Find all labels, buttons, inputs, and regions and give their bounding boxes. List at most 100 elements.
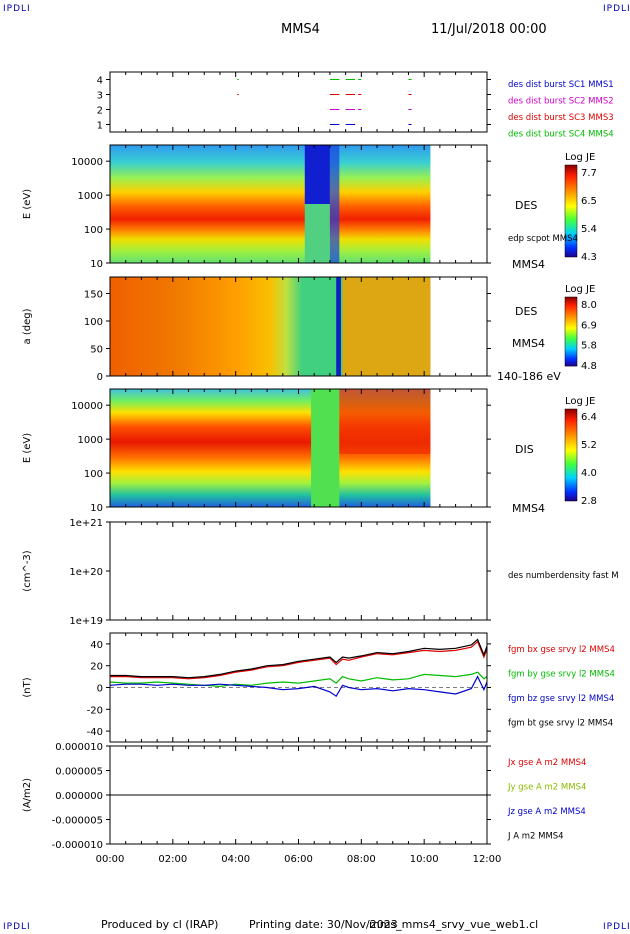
- x-tick-label: 04:00: [221, 854, 250, 865]
- colorbar-tick-label: 4.0: [581, 468, 597, 479]
- x-tick-label: 08:00: [347, 854, 376, 865]
- colorbar-title: Log JE: [565, 152, 595, 163]
- low-flux-region: [304, 204, 330, 263]
- corner-label-bottom-right: IPDLI: [603, 922, 630, 932]
- colorbar-tick-label: 6.9: [581, 320, 597, 331]
- y-tick-label: 1e+21: [69, 518, 103, 529]
- corner-label-top-right: IPDLI: [603, 4, 630, 14]
- y-tick-label: 1000: [78, 191, 103, 202]
- y-tick-label: 2: [97, 106, 103, 117]
- y-tick-label: 3: [97, 91, 103, 102]
- colorbar-tick-label: 4.3: [581, 252, 597, 263]
- y-tick-label: 20: [90, 662, 103, 673]
- series-line: [110, 640, 488, 680]
- y-tick-label: -20: [87, 705, 103, 716]
- y-tick-label: 4: [97, 76, 103, 87]
- legend-entry: fgm bx gse srvy l2 MMS4: [508, 645, 615, 655]
- panel-right-label: DIS: [515, 443, 534, 456]
- y-tick-label: 10: [90, 503, 103, 514]
- x-tick-label: 12:00: [473, 854, 502, 865]
- y-tick-label: -0.000010: [52, 840, 103, 851]
- footer-produced-by: Produced by cl (IRAP): [101, 918, 219, 931]
- series-line: [109, 675, 488, 698]
- y-tick-label: 50: [90, 345, 103, 356]
- legend-entry: des dist burst SC4 MMS4: [508, 130, 614, 140]
- high-flux-region: [339, 389, 431, 454]
- panel-right-label: 140-186 eV: [497, 370, 561, 383]
- y-tick-label: 100: [84, 225, 103, 236]
- page-datetime: 11/Jul/2018 00:00: [431, 22, 547, 37]
- corner-label-bottom-left: IPDLI: [3, 922, 31, 932]
- colorbar: [564, 164, 578, 258]
- panel-frame: [109, 71, 488, 133]
- y-axis-label: a (deg): [22, 308, 33, 344]
- panel-right-label: MMS4: [512, 258, 545, 271]
- colorbar-title: Log JE: [565, 284, 595, 295]
- colorbar: [564, 296, 578, 367]
- colorbar-tick-label: 6.5: [581, 196, 597, 207]
- y-tick-label: 1: [97, 121, 103, 132]
- y-tick-label: 0: [97, 684, 103, 695]
- low-flux-region: [329, 145, 340, 263]
- legend-entry: Jz gse A m2 MMS4: [507, 807, 586, 817]
- page-title: MMS4: [281, 22, 320, 37]
- y-tick-label: 1e+19: [69, 616, 103, 627]
- y-tick-label: 100: [84, 469, 103, 480]
- footer-printing-date: Printing date: 30/Nov/2023: [249, 918, 398, 931]
- colorbar-tick-label: 4.8: [581, 361, 597, 372]
- panel-frame: [109, 521, 488, 621]
- y-tick-label: 10: [90, 259, 103, 270]
- y-tick-label: 0.000005: [55, 767, 103, 778]
- y-axis-label: (nT): [22, 677, 33, 697]
- low-flux-region: [336, 277, 341, 376]
- corner-label-top-left: IPDLI: [3, 4, 31, 14]
- y-tick-label: 40: [90, 640, 103, 651]
- legend-entry: Jy gse A m2 MMS4: [507, 783, 586, 793]
- legend-entry: des numberdensity fast M: [508, 571, 619, 581]
- colorbar-tick-label: 5.8: [581, 341, 597, 352]
- y-axis-label: E (eV): [22, 433, 33, 463]
- y-axis-label: (A/m2): [22, 778, 33, 812]
- low-flux-region: [311, 389, 340, 507]
- y-tick-label: -40: [87, 727, 103, 738]
- colorbar-tick-label: 7.7: [581, 168, 597, 179]
- panel-right-label: MMS4: [512, 502, 545, 515]
- x-tick-label: 10:00: [410, 854, 439, 865]
- legend-entry: fgm bz gse srvy l2 MMS4: [508, 694, 614, 704]
- legend-entry: J A m2 MMS4: [507, 832, 564, 842]
- y-tick-label: 1e+20: [69, 567, 103, 578]
- x-tick-label: 00:00: [96, 854, 125, 865]
- x-tick-label: 06:00: [284, 854, 313, 865]
- low-flux-region: [304, 145, 330, 204]
- legend-entry: des dist burst SC3 MMS3: [508, 113, 614, 123]
- y-tick-label: -0.000005: [52, 816, 103, 827]
- legend-entry: Jx gse A m2 MMS4: [507, 758, 586, 768]
- panel-right-label: DES: [515, 305, 537, 318]
- colorbar-tick-label: 8.0: [581, 300, 597, 311]
- panel-right-label: edp scpot MMS4: [508, 234, 578, 244]
- y-tick-label: 10000: [71, 401, 103, 412]
- y-tick-label: 100: [84, 317, 103, 328]
- colorbar-title: Log JE: [565, 396, 595, 407]
- high-flux-region: [342, 277, 431, 376]
- panel-right-label: MMS4: [512, 337, 545, 350]
- panel-right-label: DES: [515, 199, 537, 212]
- y-tick-label: 0: [97, 372, 103, 383]
- y-tick-label: 10000: [71, 157, 103, 168]
- x-tick-label: 02:00: [158, 854, 187, 865]
- colorbar-tick-label: 5.2: [581, 440, 597, 451]
- legend-entry: fgm by gse srvy l2 MMS4: [508, 670, 615, 680]
- y-tick-label: 0.000010: [55, 742, 103, 753]
- legend-entry: des dist burst SC1 MMS1: [508, 80, 614, 90]
- spectrogram-band: [110, 145, 431, 263]
- series-line: [109, 671, 488, 688]
- colorbar-tick-label: 6.4: [581, 412, 597, 423]
- y-axis-label: E (eV): [22, 189, 33, 219]
- footer-file-name: mms_mms4_srvy_vue_web1.cl: [369, 918, 539, 931]
- colorbar-tick-label: 5.4: [581, 224, 597, 235]
- colorbar: [564, 408, 578, 502]
- colorbar-tick-label: 2.8: [581, 496, 597, 507]
- legend-entry: fgm bt gse srvy l2 MMS4: [508, 719, 613, 729]
- y-tick-label: 150: [84, 290, 103, 301]
- y-tick-label: 0.000000: [55, 791, 103, 802]
